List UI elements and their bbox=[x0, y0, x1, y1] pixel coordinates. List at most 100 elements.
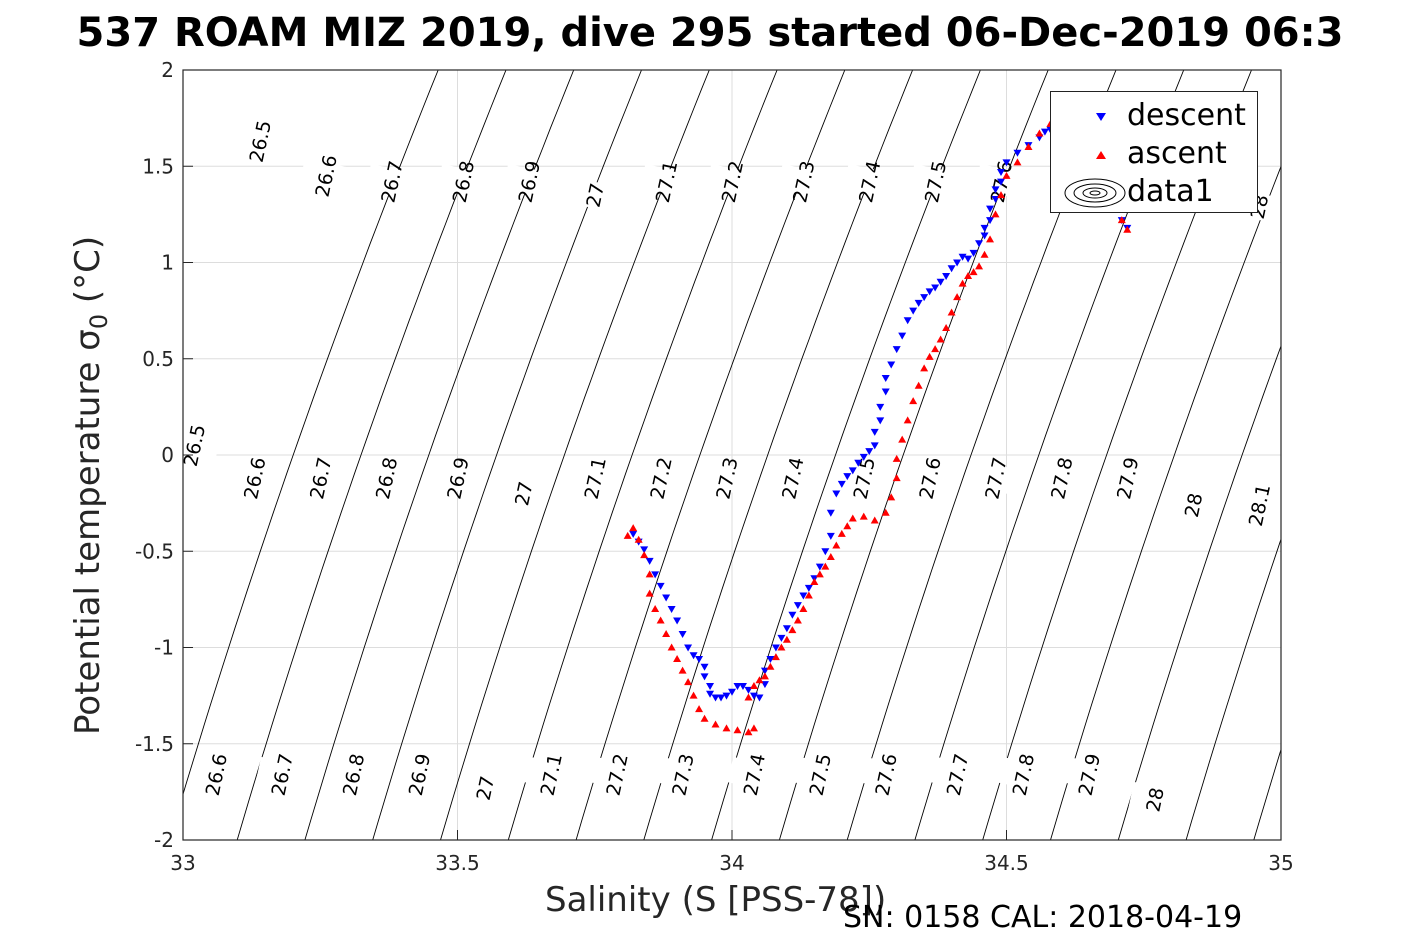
descent-point bbox=[986, 205, 995, 213]
isopycnal-label: 26.5 bbox=[246, 118, 276, 164]
descent-point bbox=[815, 563, 824, 571]
y-axis-label-subscript: 0 bbox=[84, 313, 113, 330]
descent-point bbox=[700, 673, 709, 681]
ascent-point bbox=[843, 522, 852, 530]
isopycnal-label: 27.7 bbox=[943, 752, 973, 798]
descent-point bbox=[689, 652, 698, 660]
descent-point bbox=[788, 611, 797, 619]
ascent-point bbox=[936, 335, 945, 343]
descent-point bbox=[969, 249, 978, 257]
isopycnal-line bbox=[507, 70, 778, 840]
ascent-point bbox=[870, 516, 879, 524]
isopycnal-label-bg bbox=[996, 756, 1050, 793]
isopycnal-label: 27.8 bbox=[1009, 752, 1039, 798]
ascent-point bbox=[744, 693, 753, 701]
descent-point bbox=[975, 240, 984, 248]
descent-point bbox=[706, 683, 715, 690]
chart-title: 537 ROAM MIZ 2019, dive 295 started 06-D… bbox=[76, 10, 1344, 56]
ascent-point bbox=[848, 514, 857, 522]
ascent-point bbox=[711, 720, 720, 728]
ascent-point bbox=[958, 279, 967, 287]
ascent-point bbox=[1024, 143, 1033, 150]
isopycnal-line bbox=[575, 70, 846, 840]
ascent-point bbox=[881, 508, 890, 516]
isopycnal-label-bg bbox=[436, 163, 490, 200]
ascent-point bbox=[782, 635, 791, 643]
descent-point bbox=[865, 448, 874, 456]
descent-point bbox=[717, 694, 726, 702]
isopycnal-label: 27.7 bbox=[981, 455, 1011, 501]
descent-point bbox=[826, 509, 835, 517]
ascent-point bbox=[892, 454, 901, 462]
descent-point bbox=[804, 584, 813, 592]
ascent-point bbox=[920, 364, 929, 372]
isopycnal-label-bg bbox=[777, 163, 830, 200]
isopycnal-label: 27.2 bbox=[646, 455, 676, 501]
descent-point bbox=[870, 442, 879, 450]
y-tick-label: -2 bbox=[154, 828, 174, 852]
isopycnal-label-bg bbox=[727, 756, 781, 793]
isopycnal-line bbox=[711, 70, 981, 840]
ascent-point bbox=[997, 191, 1006, 199]
descent-point bbox=[766, 656, 775, 664]
ascent-point bbox=[623, 531, 632, 539]
descent-point bbox=[854, 459, 863, 467]
isopycnal-label: 28.1 bbox=[1245, 482, 1275, 528]
y-tick-label: 0 bbox=[161, 443, 174, 467]
ascent-point bbox=[975, 262, 984, 270]
y-axis-label-unit: (°C) bbox=[68, 235, 108, 314]
isopycnal-label-bg bbox=[903, 460, 956, 496]
descent-point bbox=[887, 361, 896, 369]
isopycnal-line bbox=[236, 70, 507, 840]
ascent-series bbox=[623, 116, 1132, 736]
ascent-point bbox=[821, 562, 830, 570]
isopycnal-label: 27.3 bbox=[668, 752, 698, 798]
descent-point bbox=[920, 294, 929, 302]
descent-point bbox=[997, 169, 1006, 177]
ascent-point bbox=[700, 714, 709, 722]
descent-point bbox=[876, 403, 885, 411]
isopycnal-label: 27 bbox=[582, 181, 609, 209]
descent-point bbox=[942, 272, 951, 280]
ascent-point bbox=[892, 474, 901, 482]
descent-point bbox=[826, 532, 835, 540]
descent-point bbox=[936, 278, 945, 286]
descent-series bbox=[629, 126, 1132, 702]
ascent-point bbox=[744, 728, 753, 736]
descent-point bbox=[881, 375, 890, 382]
isopycnal-label: 26.9 bbox=[405, 752, 435, 798]
isopycnal-label-bg bbox=[930, 756, 984, 793]
ascent-point bbox=[634, 535, 643, 543]
descent-point bbox=[793, 602, 802, 610]
x-tick-label: 34.5 bbox=[984, 851, 1029, 875]
isopycnal-label-bg bbox=[1128, 781, 1181, 818]
isopycnal-label-bg bbox=[656, 756, 709, 793]
ascent-point bbox=[953, 293, 962, 301]
y-tick-label: -1 bbox=[154, 636, 174, 660]
y-axis-label-main: Potential temperature σ bbox=[68, 329, 108, 735]
descent-point bbox=[728, 688, 736, 696]
ascent-point bbox=[749, 724, 758, 732]
legend-label-ascent: ascent bbox=[1127, 136, 1227, 171]
isopycnal-label-bg bbox=[1101, 460, 1154, 496]
isopycnal-label-bg bbox=[590, 756, 643, 793]
ascent-point bbox=[749, 682, 758, 689]
descent-point bbox=[706, 690, 715, 698]
ascent-point bbox=[640, 551, 649, 559]
isopycnal-label: 26.8 bbox=[372, 455, 402, 501]
x-tick-label: 33 bbox=[170, 851, 195, 875]
descent-point bbox=[782, 625, 791, 633]
isopycnal-label: 26.7 bbox=[306, 455, 336, 501]
ascent-point bbox=[656, 616, 665, 624]
isopycnal-label: 27.3 bbox=[712, 455, 742, 501]
isopycnal-label-bg bbox=[700, 460, 753, 496]
descent-point bbox=[953, 259, 962, 267]
descent-point bbox=[986, 217, 995, 225]
descent-point bbox=[881, 388, 890, 396]
isopycnal-label-bg bbox=[1062, 756, 1116, 793]
isopycnal-label: 26.5 bbox=[180, 423, 210, 469]
ascent-point bbox=[771, 653, 780, 661]
isopycnal-label-bg bbox=[793, 756, 847, 793]
ascent-point bbox=[1002, 171, 1011, 179]
descent-point bbox=[843, 473, 852, 481]
